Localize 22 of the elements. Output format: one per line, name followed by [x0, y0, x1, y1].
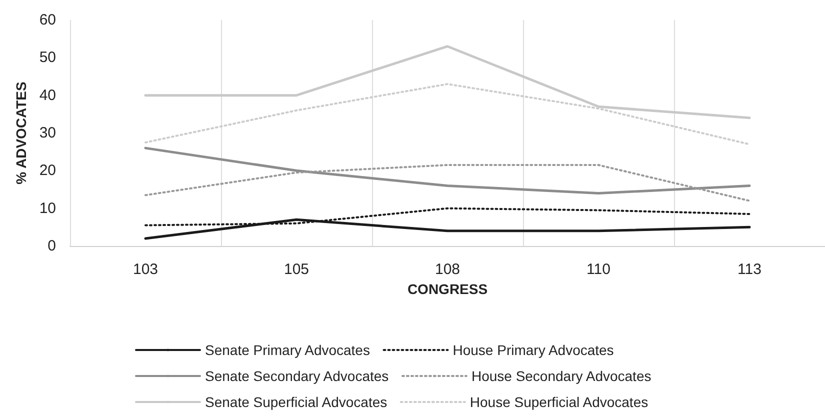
y-tick-label: 20 [39, 162, 56, 180]
legend-label: Senate Superficial Advocates [205, 394, 388, 410]
x-tick-label: 103 [132, 261, 158, 278]
x-axis-title: CONGRESS [407, 280, 488, 297]
legend-label: Senate Primary Advocates [205, 342, 370, 358]
x-tick-label: 108 [434, 261, 460, 278]
legend-label: House Superficial Advocates [470, 394, 648, 410]
legend-label: House Primary Advocates [452, 342, 614, 358]
legend-label: Senate Secondary Advocates [205, 368, 389, 384]
x-tick-label: 105 [284, 261, 310, 278]
y-tick-label: 30 [39, 124, 56, 142]
y-axis-title: % ADVOCATES [13, 82, 29, 184]
y-tick-label: 40 [39, 86, 56, 104]
line-series [144, 146, 751, 195]
x-tick-label: 113 [738, 261, 762, 278]
y-tick-label: 10 [39, 200, 56, 217]
y-tick-label: 0 [48, 238, 56, 254]
line-series [144, 164, 750, 202]
y-tick-label: 60 [39, 12, 56, 28]
y-tick-label: 50 [39, 49, 56, 66]
legend-label: House Secondary Advocates [471, 368, 652, 384]
x-tick-label: 110 [586, 261, 610, 278]
